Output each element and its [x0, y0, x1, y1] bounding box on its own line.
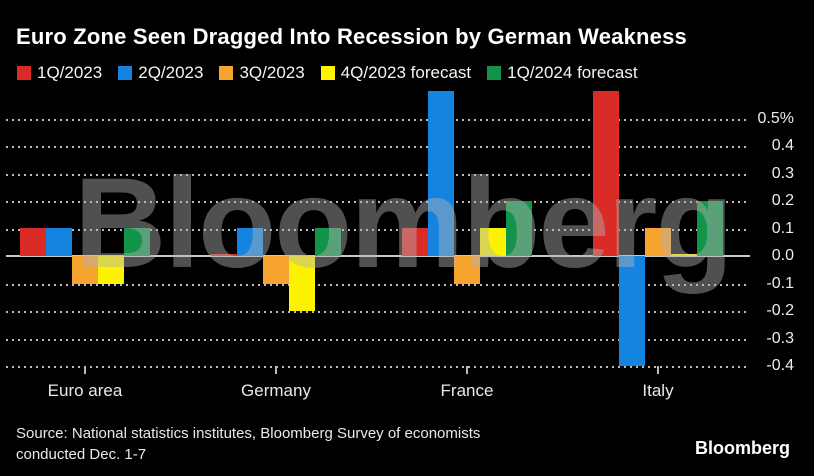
bar-euro-area-1q-2023	[20, 228, 46, 256]
y-axis-label: 0.0	[771, 247, 794, 264]
bar-france-1q-2024-forecast	[506, 201, 532, 256]
legend-item-2: 2Q/2023	[118, 63, 203, 83]
gridline	[6, 366, 747, 368]
y-axis-label: 0.5%	[757, 110, 794, 127]
source-line-2: conducted Dec. 1-7	[16, 446, 147, 463]
bar-germany-3q-2023	[263, 256, 289, 284]
zero-baseline	[6, 255, 750, 257]
legend-item-4: 4Q/2023 forecast	[320, 63, 472, 83]
legend-item-5: 1Q/2024 forecast	[487, 63, 638, 83]
y-axis-label: 0.3	[771, 165, 794, 182]
gridline	[6, 174, 747, 176]
x-axis-label-germany: Germany	[241, 381, 311, 400]
y-axis-label: -0.3	[766, 330, 794, 347]
chart-title: Euro Zone Seen Dragged Into Recession by…	[16, 24, 687, 49]
y-axis-label: -0.4	[766, 357, 794, 374]
source-note: Source: National statistics institutes, …	[16, 423, 480, 465]
bar-italy-4q-2023-forecast	[671, 254, 697, 256]
bar-france-4q-2023-forecast	[480, 228, 506, 256]
bar-euro-area-2q-2023	[46, 228, 72, 256]
bar-germany-1q-2024-forecast	[315, 228, 341, 256]
gridline	[6, 284, 747, 286]
bar-germany-4q-2023-forecast	[289, 256, 315, 311]
gridline	[6, 229, 747, 231]
chart-legend: 1Q/2023 2Q/2023 3Q/2023 4Q/2023 forecast 1Q/…	[17, 61, 638, 85]
legend-label: 1Q/2023	[37, 63, 103, 82]
gridline	[6, 119, 747, 121]
gridline	[6, 146, 747, 148]
y-axis-label: 0.1	[771, 220, 794, 237]
legend-item-1: 1Q/2023	[17, 63, 102, 83]
x-axis-tick	[466, 366, 468, 374]
bar-italy-1q-2023	[593, 91, 619, 256]
bar-euro-area-3q-2023	[72, 256, 98, 284]
gridline	[6, 311, 747, 313]
bar-euro-area-4q-2023-forecast	[98, 256, 124, 284]
legend-swatch-icon	[118, 66, 133, 80]
legend-label: 1Q/2024 forecast	[507, 63, 638, 82]
gridline	[6, 201, 747, 203]
x-axis-label-france: France	[440, 381, 494, 400]
x-axis-label-italy: Italy	[642, 381, 674, 400]
bar-euro-area-1q-2024-forecast	[124, 228, 150, 256]
legend-item-3: 3Q/2023	[219, 63, 305, 83]
bar-germany-2q-2023	[237, 228, 263, 256]
gridline	[6, 339, 747, 341]
legend-label: 3Q/2023	[239, 63, 305, 82]
bar-italy-2q-2023	[619, 256, 645, 366]
bar-germany-1q-2023	[211, 254, 237, 256]
source-line-1: Source: National statistics institutes, …	[16, 425, 481, 442]
x-axis-label-euro-area: Euro area	[47, 381, 123, 400]
bar-france-1q-2023	[402, 228, 428, 256]
bar-italy-1q-2024-forecast	[697, 201, 723, 256]
legend-swatch-icon	[219, 66, 234, 80]
bar-france-2q-2023	[428, 91, 454, 256]
legend-swatch-icon	[17, 66, 31, 80]
legend-label: 2Q/2023	[138, 63, 204, 82]
legend-swatch-icon	[487, 66, 502, 80]
y-axis-label: -0.2	[766, 302, 794, 319]
legend-swatch-icon	[320, 66, 335, 80]
y-axis-label: 0.2	[771, 192, 794, 209]
x-axis-tick	[275, 366, 277, 374]
x-axis-tick	[84, 366, 86, 374]
x-axis-tick	[657, 366, 659, 374]
legend-label: 4Q/2023 forecast	[340, 63, 472, 82]
bar-italy-3q-2023	[645, 228, 671, 256]
bloomberg-logo: Bloomberg	[694, 438, 790, 458]
y-axis-label: -0.1	[766, 275, 794, 292]
bar-france-3q-2023	[454, 256, 480, 284]
y-axis-label: 0.4	[771, 137, 794, 154]
